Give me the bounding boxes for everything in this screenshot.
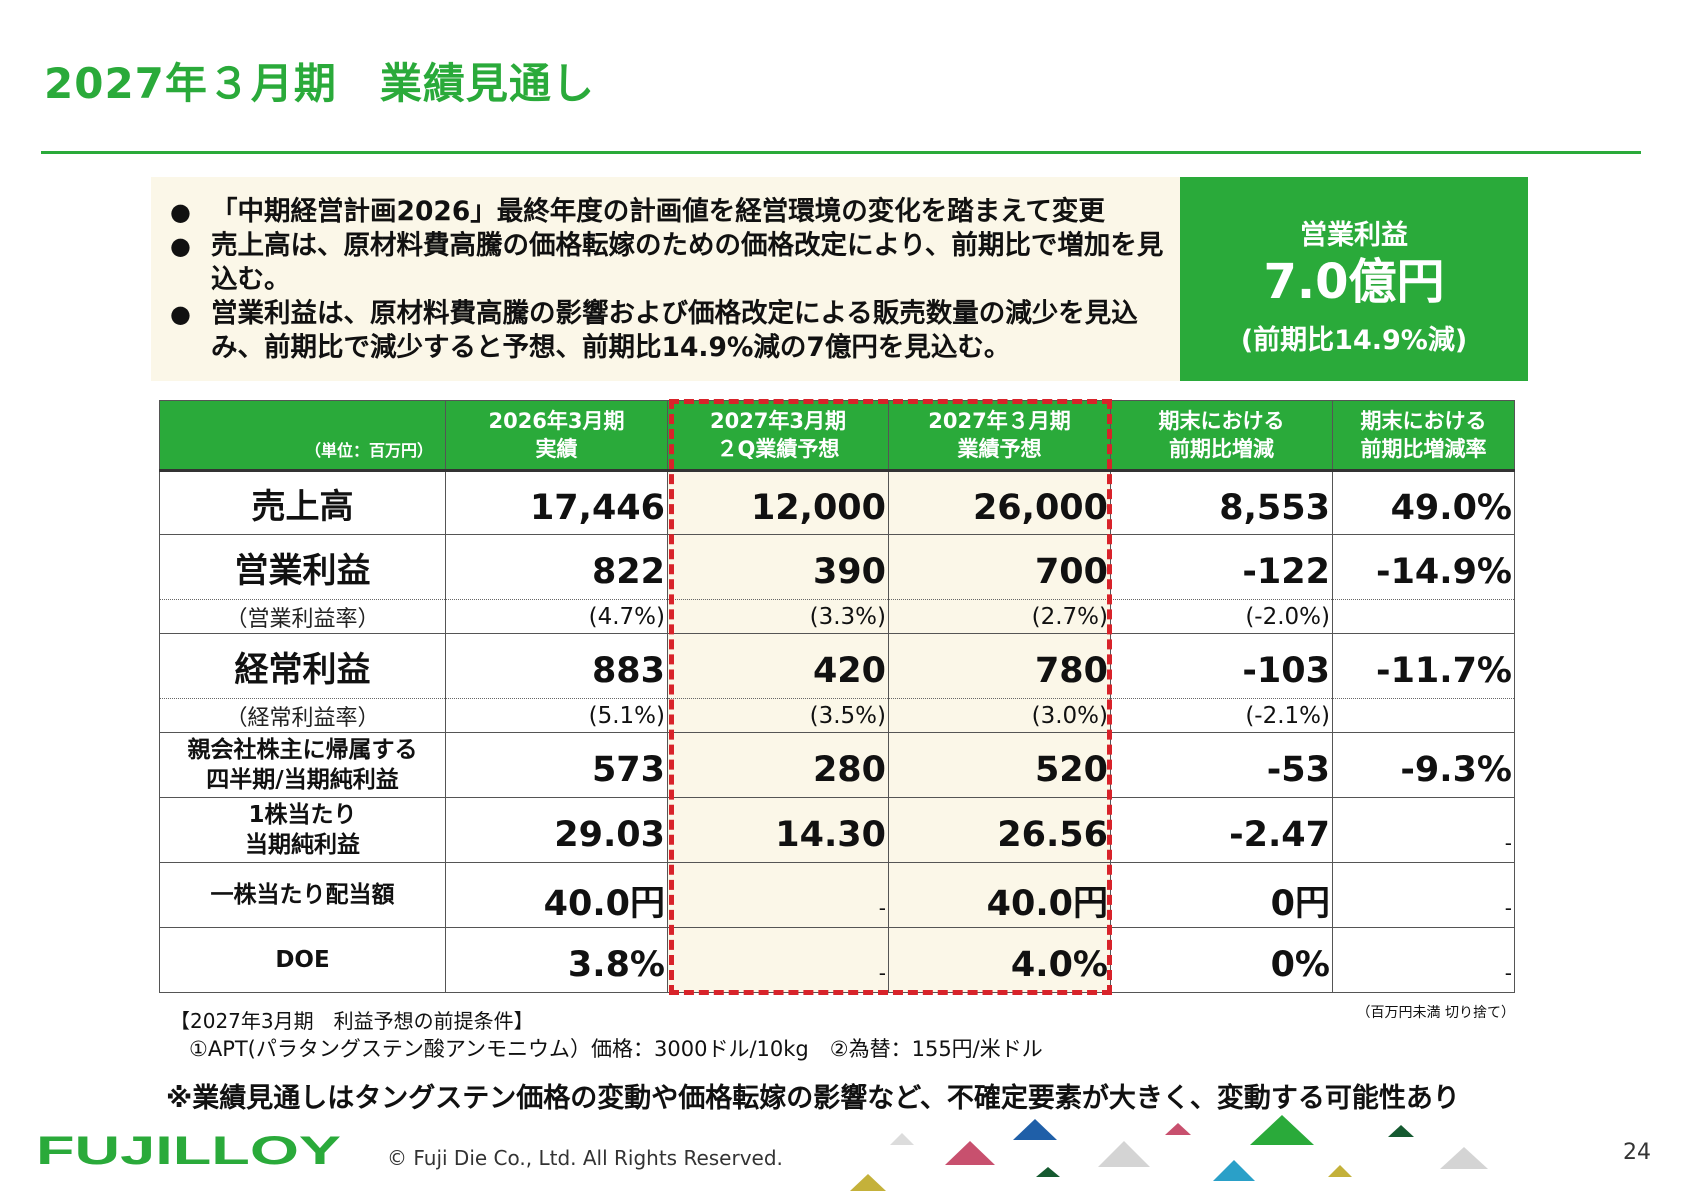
row-label: DOE xyxy=(159,927,446,993)
kpi-value: 7.0億円 xyxy=(1263,254,1445,310)
assumptions-detail: ①APT(パラタングステン酸アンモニウム）価格：3000ドル/10kg ②為替：… xyxy=(189,1037,1043,1061)
assumptions-title: 【2027年3月期 利益予想の前提条件】 xyxy=(170,1009,534,1033)
row-label: （営業利益率） xyxy=(159,599,446,634)
table-cell xyxy=(1332,599,1515,634)
row-label: 1株当たり 当期純利益 xyxy=(159,797,446,863)
truncation-note: （百万円未満 切り捨て） xyxy=(1356,1005,1515,1021)
table-cell: 883 xyxy=(445,633,668,699)
summary-bullet-2: ● 売上高は、原材料費高騰の価格転嫁のための価格改定により、前期比で増加を見込む。 xyxy=(170,230,1164,295)
forecast-warning: ※業績見通しはタングステン価格の変動や価格転嫁の影響など、不確定要素が大きく、変… xyxy=(166,1083,1460,1114)
table-cell: 8,553 xyxy=(1110,470,1333,535)
table-cell: -2.47 xyxy=(1110,797,1333,863)
copyright-text: © Fuji Die Co., Ltd. All Rights Reserved… xyxy=(387,1146,783,1170)
row-label: （経常利益率） xyxy=(159,698,446,733)
table-cell: (4.7%) xyxy=(445,599,668,634)
title-divider xyxy=(41,151,1641,154)
table-cell: - xyxy=(1332,797,1515,863)
header-yoy-rate: 期末における 前期比増減率 xyxy=(1332,400,1515,472)
operating-profit-kpi: 営業利益 7.0億円 (前期比14.9%減) xyxy=(1180,177,1528,381)
table-cell: 40.0円 xyxy=(445,862,668,928)
table-cell: (2.7%) xyxy=(888,599,1111,634)
table-header-row: （単位：百万円） 2026年3月期 実績 2027年3月期 ２Q業績予想 2027年… xyxy=(159,400,1515,472)
row-label: 経常利益 xyxy=(159,633,446,699)
table-cell: - xyxy=(667,862,889,928)
table-row-ordinary-profit: 経常利益 883 420 780 -103 -11.7% xyxy=(159,633,1515,699)
performance-table: （単位：百万円） 2026年3月期 実績 2027年3月期 ２Q業績予想 2027年… xyxy=(159,400,1515,993)
bullet-icon: ● xyxy=(170,232,191,260)
table-row-net-sales: 売上高 17,446 12,000 26,000 8,553 49.0% xyxy=(159,470,1515,535)
header-fy2027-forecast: 2027年３月期 業績予想 xyxy=(888,400,1111,472)
header-fy2027-2q-forecast: 2027年3月期 ２Q業績予想 xyxy=(667,400,889,472)
table-cell: 40.0円 xyxy=(888,862,1111,928)
logo-text: FUJILLOY xyxy=(36,1130,341,1170)
bullet-icon: ● xyxy=(170,198,191,226)
row-label: 一株当たり配当額 xyxy=(159,862,446,928)
table-cell: 420 xyxy=(667,633,889,699)
table-cell xyxy=(1332,698,1515,733)
table-cell: - xyxy=(667,927,889,993)
table-cell: 0% xyxy=(1110,927,1333,993)
row-label: 営業利益 xyxy=(159,534,446,600)
summary-bullet-3: ● 営業利益は、原材料費高騰の影響および価格改定による販売数量の減少を見込み、前期… xyxy=(170,298,1138,363)
header-fy2026-actual: 2026年3月期 実績 xyxy=(445,400,668,472)
table-cell: 26,000 xyxy=(888,470,1111,535)
table-cell: 17,446 xyxy=(445,470,668,535)
table-cell: -122 xyxy=(1110,534,1333,600)
table-cell: 49.0% xyxy=(1332,470,1515,535)
page-number: 24 xyxy=(1623,1140,1651,1165)
table-cell: (3.3%) xyxy=(667,599,889,634)
unit-header: （単位：百万円） xyxy=(159,400,446,472)
row-label: 売上高 xyxy=(159,470,446,535)
kpi-label: 営業利益 xyxy=(1300,220,1408,251)
table-row-operating-profit: 営業利益 822 390 700 -122 -14.9% xyxy=(159,534,1515,600)
table-cell: -53 xyxy=(1110,732,1333,798)
table-cell: 14.30 xyxy=(667,797,889,863)
table-cell: 520 xyxy=(888,732,1111,798)
table-cell: (-2.0%) xyxy=(1110,599,1333,634)
table-row-net-income: 親会社株主に帰属する 四半期/当期純利益 573 280 520 -53 -9.3… xyxy=(159,732,1515,798)
summary-bullet-1: ● 「中期経営計画2026」最終年度の計画値を経営環境の変化を踏まえて変更 xyxy=(170,196,1105,227)
table-cell: 280 xyxy=(667,732,889,798)
triangle-decoration xyxy=(850,1115,1488,1191)
table-cell: (3.0%) xyxy=(888,698,1111,733)
table-cell: 780 xyxy=(888,633,1111,699)
fujilloy-logo: FUJILLOY xyxy=(36,1130,341,1170)
table-cell: 700 xyxy=(888,534,1111,600)
table-cell: (3.5%) xyxy=(667,698,889,733)
table-cell: 12,000 xyxy=(667,470,889,535)
summary-list: ● 「中期経営計画2026」最終年度の計画値を経営環境の変化を踏まえて変更 ● 売上… xyxy=(151,177,1181,365)
table-cell: - xyxy=(1332,927,1515,993)
table-row-operating-margin: （営業利益率） (4.7%) (3.3%) (2.7%) (-2.0%) xyxy=(159,599,1515,634)
table-cell: 29.03 xyxy=(445,797,668,863)
page-title: 2027年３月期 業績見通し xyxy=(44,59,595,108)
table-cell: 0円 xyxy=(1110,862,1333,928)
table-row-doe: DOE 3.8% - 4.0% 0% - xyxy=(159,927,1515,993)
table-cell: 3.8% xyxy=(445,927,668,993)
table-cell: - xyxy=(1332,862,1515,928)
table-cell: 4.0% xyxy=(888,927,1111,993)
table-cell: 573 xyxy=(445,732,668,798)
table-cell: (5.1%) xyxy=(445,698,668,733)
table-cell: 822 xyxy=(445,534,668,600)
table-row-dividend: 一株当たり配当額 40.0円 - 40.0円 0円 - xyxy=(159,862,1515,928)
table-cell: 390 xyxy=(667,534,889,600)
table-cell: -14.9% xyxy=(1332,534,1515,600)
header-yoy-change: 期末における 前期比増減 xyxy=(1110,400,1333,472)
table-row-ordinary-margin: （経常利益率） (5.1%) (3.5%) (3.0%) (-2.1%) xyxy=(159,698,1515,733)
table-cell: -103 xyxy=(1110,633,1333,699)
table-row-eps: 1株当たり 当期純利益 29.03 14.30 26.56 -2.47 - xyxy=(159,797,1515,863)
table-cell: -11.7% xyxy=(1332,633,1515,699)
table-cell: (-2.1%) xyxy=(1110,698,1333,733)
table-cell: -9.3% xyxy=(1332,732,1515,798)
kpi-note: (前期比14.9%減) xyxy=(1240,325,1468,356)
summary-box: ● 「中期経営計画2026」最終年度の計画値を経営環境の変化を踏まえて変更 ● 売上… xyxy=(151,177,1181,381)
table-cell: 26.56 xyxy=(888,797,1111,863)
bullet-icon: ● xyxy=(170,300,191,328)
row-label: 親会社株主に帰属する 四半期/当期純利益 xyxy=(159,732,446,798)
